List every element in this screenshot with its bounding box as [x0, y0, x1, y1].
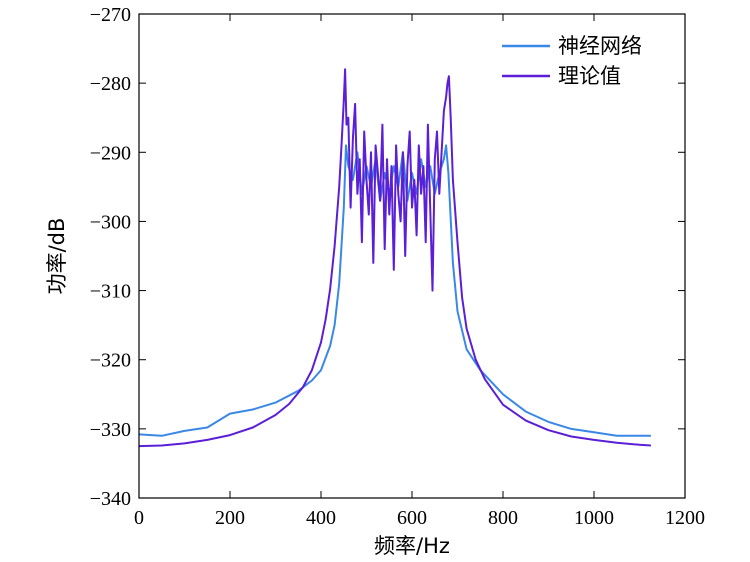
x-tick-label: 1200 [665, 507, 705, 529]
x-axis: 0 200 400 600 800 1000 1200 [134, 14, 705, 529]
y-tick-label: −310 [90, 281, 131, 303]
y-tick-label: −300 [90, 211, 131, 233]
x-tick-label: 1000 [574, 507, 614, 529]
x-tick-label: 0 [134, 507, 144, 529]
x-tick-label: 600 [397, 507, 427, 529]
series-line-1 [138, 68, 651, 448]
y-tick-label: −340 [90, 488, 131, 510]
y-axis: −340 −330 −320 −310 −300 −290 −280 −270 [90, 4, 685, 510]
y-tick-label: −320 [90, 350, 131, 372]
x-tick-label: 800 [488, 507, 518, 529]
y-tick-label: −330 [90, 419, 131, 441]
x-tick-label: 400 [306, 507, 336, 529]
legend: 神经网络 理论值 [502, 34, 642, 88]
x-tick-label: 200 [215, 507, 245, 529]
legend-label-series-1: 理论值 [558, 64, 621, 88]
x-axis-label: 频率/Hz [374, 534, 450, 558]
legend-label-series-0: 神经网络 [558, 34, 642, 58]
y-tick-label: −290 [90, 142, 131, 164]
y-tick-label: −280 [90, 73, 131, 95]
y-tick-label: −270 [90, 4, 131, 26]
series-line-0 [138, 144, 651, 437]
y-axis-label: 功率/dB [45, 218, 69, 295]
series-layer [138, 68, 651, 448]
